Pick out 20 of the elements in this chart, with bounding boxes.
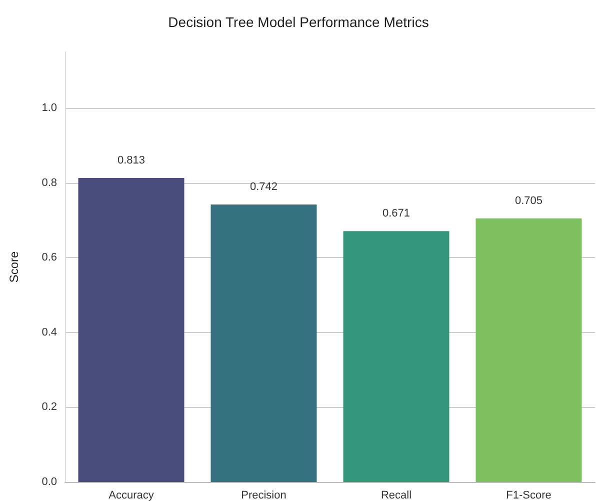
bar <box>78 178 184 482</box>
chart-title: Decision Tree Model Performance Metrics <box>168 14 429 30</box>
y-tick-label: 0.8 <box>42 176 57 189</box>
x-tick-label: Recall <box>380 490 412 501</box>
y-tick-label: 1.0 <box>42 102 57 114</box>
x-tick-label: F1-Score <box>506 490 552 501</box>
x-tick-label: Accuracy <box>108 490 154 501</box>
data-label: 0.742 <box>250 181 278 194</box>
x-tick-label: Precision <box>241 490 286 501</box>
bar <box>476 218 582 482</box>
bar <box>343 231 450 482</box>
bar <box>210 204 317 482</box>
y-axis-title: Score <box>7 251 21 283</box>
y-tick-label: 0.4 <box>42 326 57 338</box>
data-label: 0.705 <box>514 194 543 207</box>
y-tick-label: 0.6 <box>42 252 57 264</box>
y-tick-label: 0.2 <box>42 401 57 414</box>
y-tick-label: 0.0 <box>42 476 57 488</box>
data-label: 0.671 <box>382 208 410 220</box>
data-label: 0.813 <box>117 154 146 167</box>
